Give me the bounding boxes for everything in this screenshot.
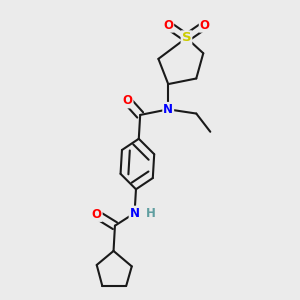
Text: S: S (182, 31, 191, 44)
Text: N: N (163, 103, 173, 116)
Text: O: O (123, 94, 133, 107)
Text: O: O (163, 19, 173, 32)
Text: H: H (146, 207, 156, 220)
Text: O: O (200, 19, 210, 32)
Text: N: N (130, 207, 140, 220)
Text: O: O (92, 208, 102, 221)
